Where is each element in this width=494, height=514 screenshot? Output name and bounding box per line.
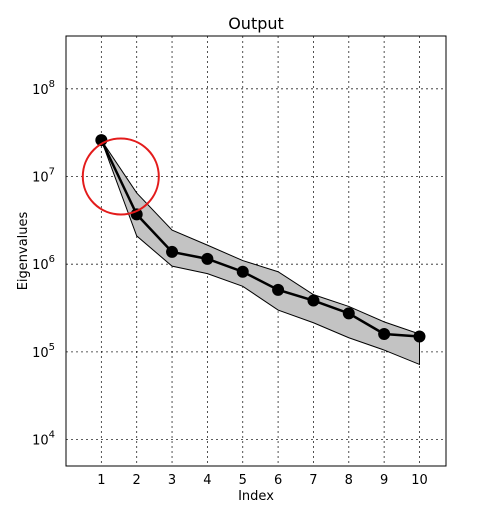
x-tick-label: 2 xyxy=(133,473,141,488)
band-layer xyxy=(100,139,420,366)
data-point xyxy=(272,283,285,296)
annotation-layer xyxy=(81,137,160,216)
data-point xyxy=(236,265,249,278)
confidence-band xyxy=(100,139,420,366)
y-tick-label: 107 xyxy=(32,167,55,186)
y-tick-label: 108 xyxy=(32,79,55,98)
x-tick-label: 5 xyxy=(239,473,247,488)
x-tick-label: 7 xyxy=(309,473,317,488)
x-tick-label: 3 xyxy=(168,473,176,488)
data-point xyxy=(201,252,214,265)
y-tick-label: 106 xyxy=(32,254,55,273)
data-point xyxy=(413,330,426,343)
data-point xyxy=(378,327,391,340)
data-point xyxy=(342,307,355,320)
x-tick-label: 8 xyxy=(345,473,353,488)
data-point xyxy=(307,294,320,307)
x-tick-label: 1 xyxy=(97,473,105,488)
y-axis-label: Eigenvalues xyxy=(16,211,31,290)
x-axis-label: Index xyxy=(238,489,274,504)
plot-frame xyxy=(65,35,447,467)
x-tick-label: 6 xyxy=(274,473,282,488)
y-tick-label: 105 xyxy=(32,342,55,361)
y-tick-label: 104 xyxy=(32,430,55,449)
grid xyxy=(66,36,446,466)
y-tick-labels: 104 105 106 107 108 xyxy=(32,79,55,449)
series-line xyxy=(100,139,420,338)
x-tick-label: 9 xyxy=(380,473,388,488)
x-tick-label: 4 xyxy=(203,473,211,488)
line-layer xyxy=(100,139,420,338)
x-tick-labels: 1 2 3 4 5 6 7 8 9 10 xyxy=(97,473,428,488)
annotation-circle xyxy=(81,137,160,216)
chart-title: Output xyxy=(228,14,284,33)
x-tick-label: 10 xyxy=(411,473,428,488)
data-point xyxy=(166,245,179,258)
